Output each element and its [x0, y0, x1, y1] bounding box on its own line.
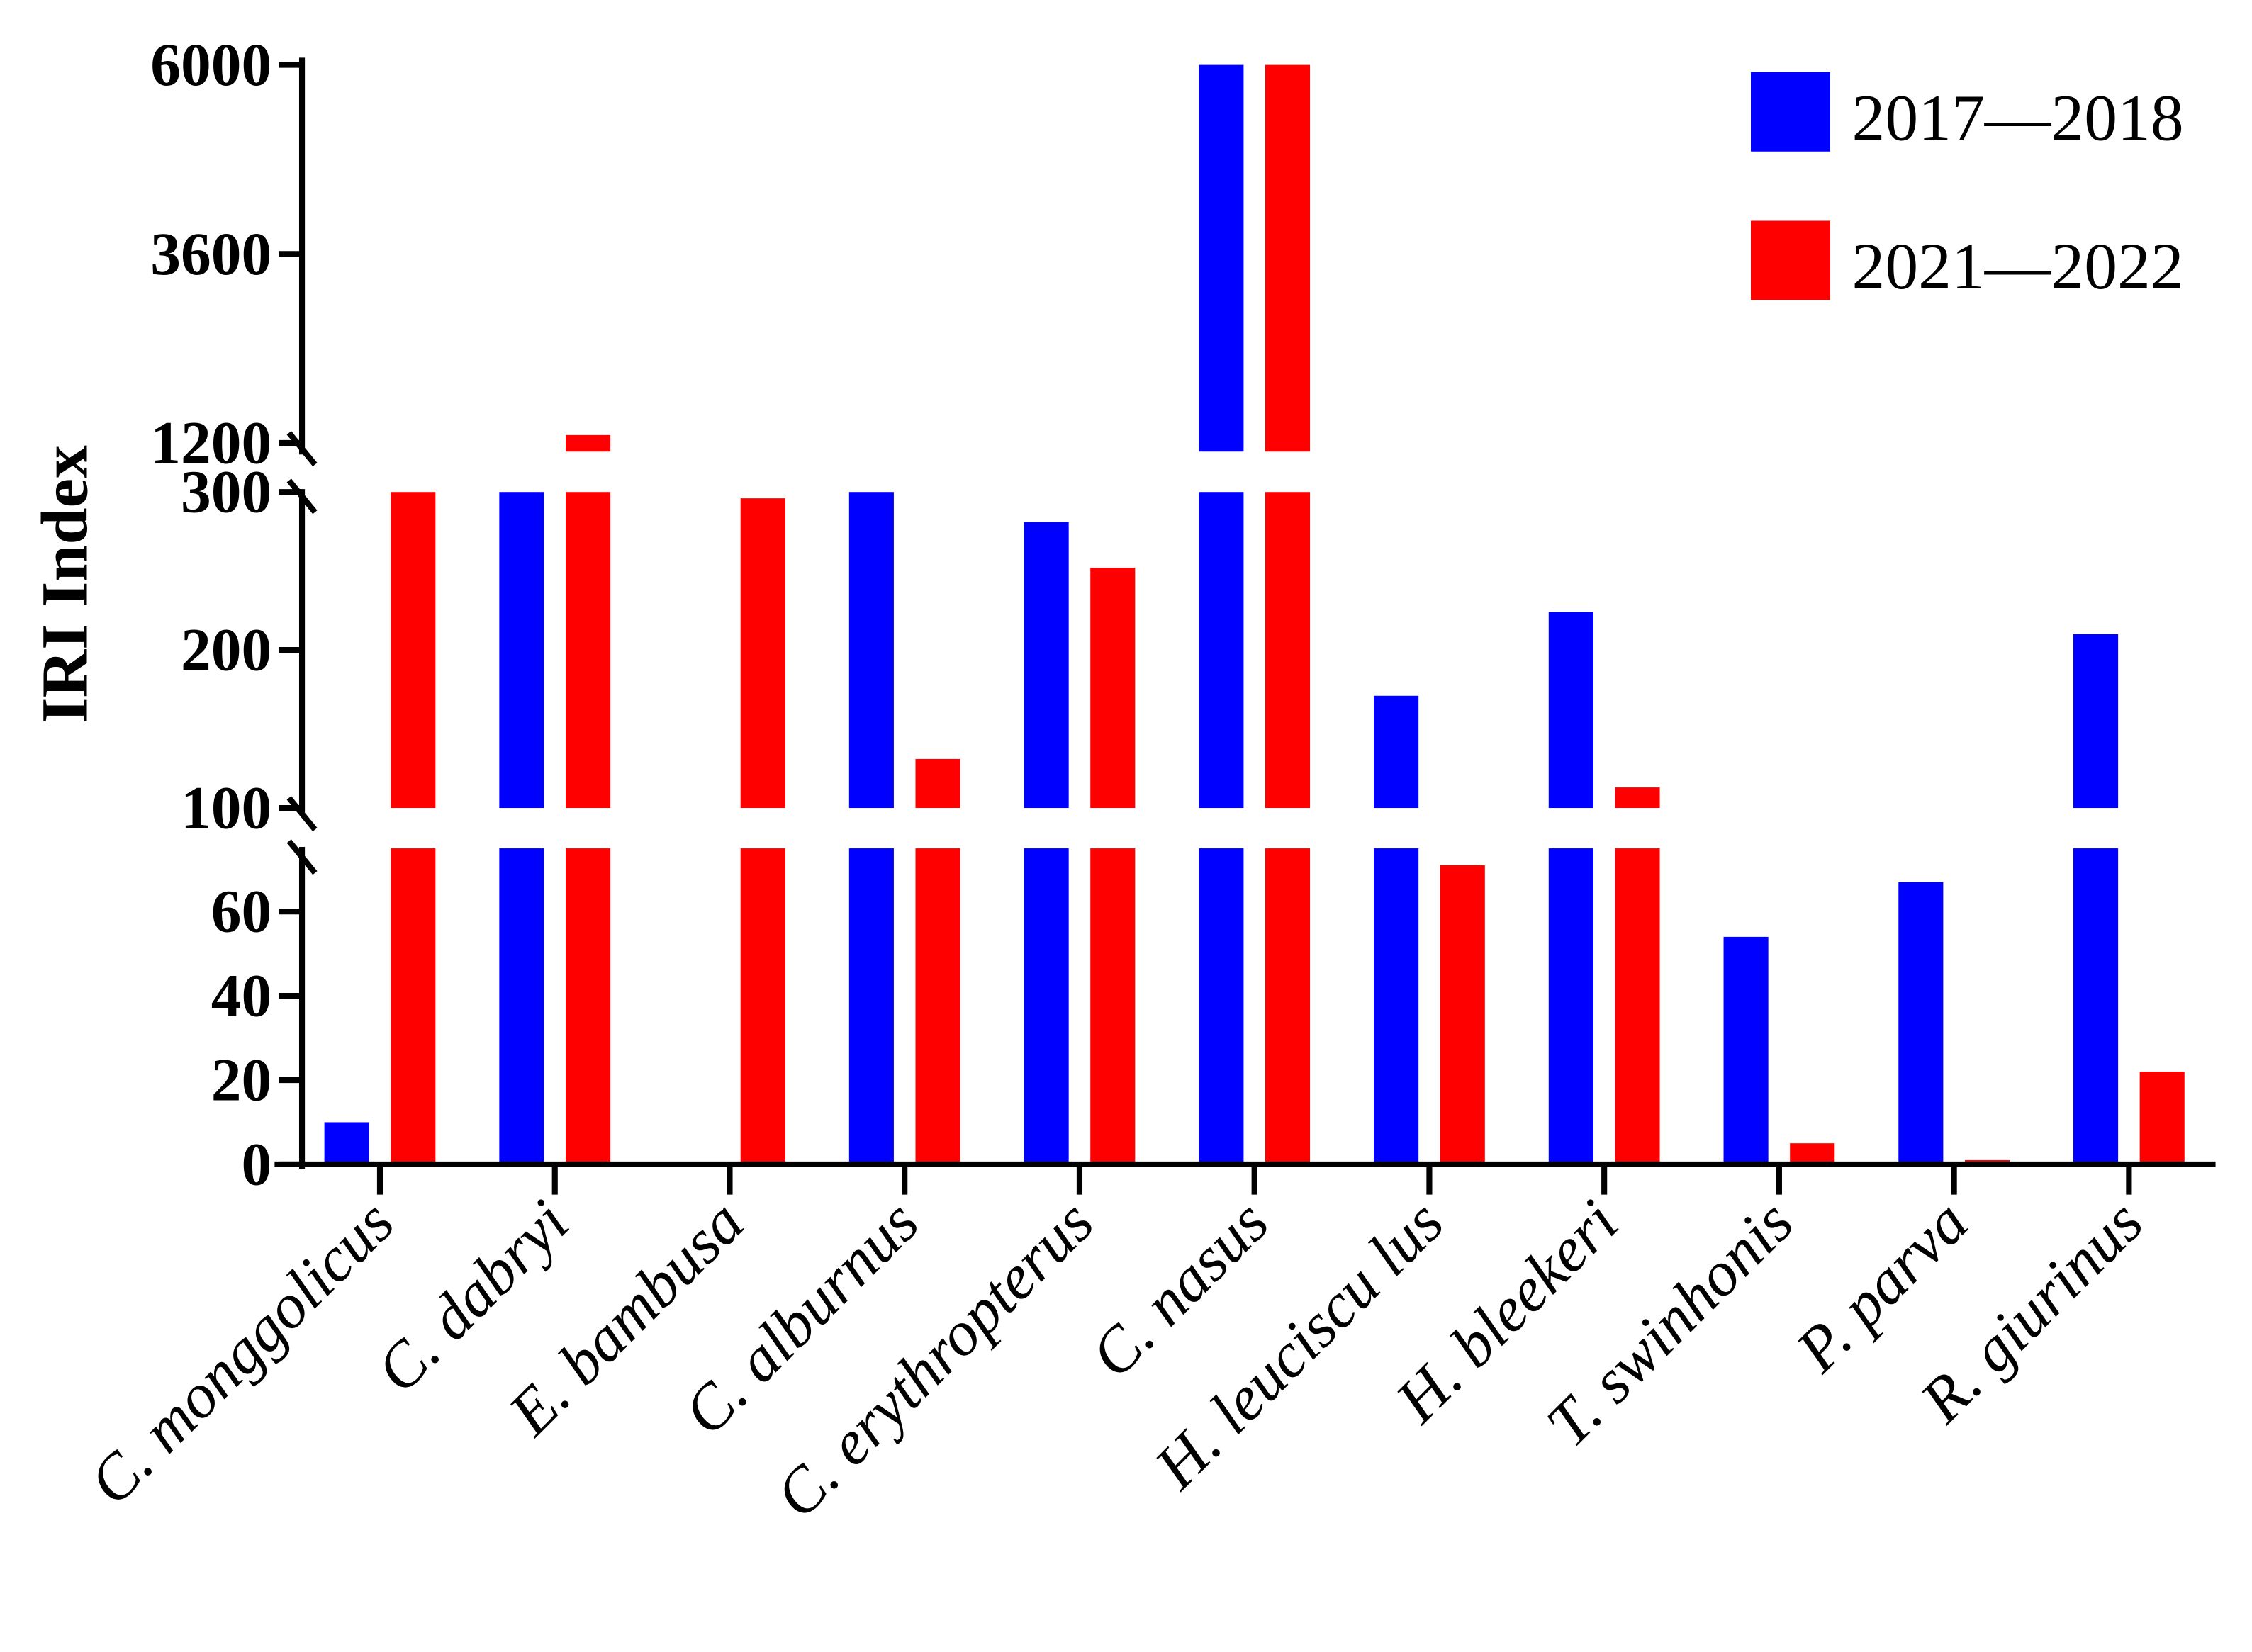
bar-segment: [1615, 848, 1660, 1164]
bar-segment: [1615, 787, 1660, 809]
bar-segment: [1374, 695, 1419, 809]
bar-segment: [1548, 848, 1593, 1164]
legend: 2017—2018 2021—2022: [1751, 72, 2184, 303]
bar-segment: [1440, 865, 1485, 1164]
bar-segment: [1790, 1143, 1835, 1164]
x-category-label: C. monggolicus: [76, 1187, 408, 1519]
bar-2021-2022: [1440, 865, 1485, 1164]
bar-2017-2018: [1723, 936, 1769, 1164]
axes-layer: [274, 57, 2216, 1169]
y-axis-label: IRI Index: [29, 445, 102, 724]
bar-segment: [1024, 522, 1069, 809]
bars-layer: [324, 64, 2185, 1164]
y-tick-label: 3600: [150, 221, 271, 288]
bar-segment: [565, 492, 611, 809]
bar-2021-2022: [1615, 787, 1660, 1164]
bar-2021-2022: [1090, 568, 1136, 1164]
bar-segment: [1265, 64, 1311, 452]
y-tick-label: 6000: [150, 32, 271, 99]
y-tick-label: 20: [211, 1047, 272, 1114]
bar-segment: [1199, 492, 1244, 809]
bar-2017-2018: [1374, 695, 1419, 1164]
bar-segment: [1548, 612, 1593, 809]
bar-segment: [1898, 882, 1944, 1164]
y-tick-label: 200: [181, 617, 271, 684]
legend-label-2017-2018: 2017—2018: [1852, 82, 2184, 154]
bar-segment: [1090, 848, 1136, 1164]
y-tick-label: 300: [181, 459, 271, 526]
bar-segment: [1265, 848, 1311, 1164]
bar-segment: [391, 848, 436, 1164]
bar-segment: [1199, 64, 1244, 452]
bar-2017-2018: [324, 1122, 369, 1164]
bar-segment: [740, 498, 785, 809]
bar-segment: [848, 848, 894, 1164]
bar-segment: [1090, 568, 1136, 809]
legend-label-2021-2022: 2021—2022: [1852, 230, 2184, 303]
bar-segment: [324, 1122, 369, 1164]
bar-segment: [2073, 634, 2119, 809]
axis-break-mark: [286, 431, 318, 467]
bar-segment: [565, 848, 611, 1164]
bar-segment: [1265, 492, 1311, 809]
bar-segment: [1723, 936, 1769, 1164]
bar-2021-2022: [740, 498, 785, 1164]
bar-segment: [499, 492, 544, 809]
y-tick-label: 1200: [150, 410, 271, 476]
bar-2017-2018: [499, 492, 544, 1164]
bar-segment: [391, 492, 436, 809]
legend-swatch-2021-2022: [1751, 220, 1830, 300]
y-tick-label: 60: [211, 879, 272, 945]
bar-segment: [565, 434, 611, 452]
bar-2017-2018: [1898, 882, 1944, 1164]
bar-segment: [1024, 848, 1069, 1164]
bar-segment: [499, 848, 544, 1164]
bar-2021-2022: [2139, 1072, 2185, 1164]
bar-segment: [915, 848, 960, 1164]
bar-segment: [1374, 848, 1419, 1164]
axis-break-mark: [286, 796, 318, 832]
bar-2017-2018: [848, 492, 894, 1164]
bar-segment: [2139, 1072, 2185, 1164]
bar-2021-2022: [1265, 64, 1311, 1164]
bar-segment: [740, 848, 785, 1164]
y-tick-label: 0: [242, 1131, 272, 1198]
x-category-label: C. erythropterus: [762, 1187, 1107, 1532]
y-tick-label: 100: [181, 775, 271, 842]
axis-break-mark: [286, 478, 318, 515]
bar-segment: [915, 758, 960, 809]
bar-2021-2022: [1790, 1143, 1835, 1164]
bar-2021-2022: [391, 492, 436, 1164]
bar-2021-2022: [565, 434, 611, 1164]
bar-segment: [2073, 848, 2119, 1164]
bar-2021-2022: [915, 758, 960, 1164]
bar-2017-2018: [1548, 612, 1593, 1164]
bar-2017-2018: [2073, 634, 2119, 1164]
y-tick-label: 40: [211, 963, 272, 1030]
bar-segment: [848, 492, 894, 809]
bar-2017-2018: [1024, 522, 1069, 1164]
bar-segment: [1199, 848, 1244, 1164]
bar-2017-2018: [1199, 64, 1244, 1164]
axis-break-mark: [286, 839, 318, 875]
legend-swatch-2017-2018: [1751, 72, 1830, 152]
